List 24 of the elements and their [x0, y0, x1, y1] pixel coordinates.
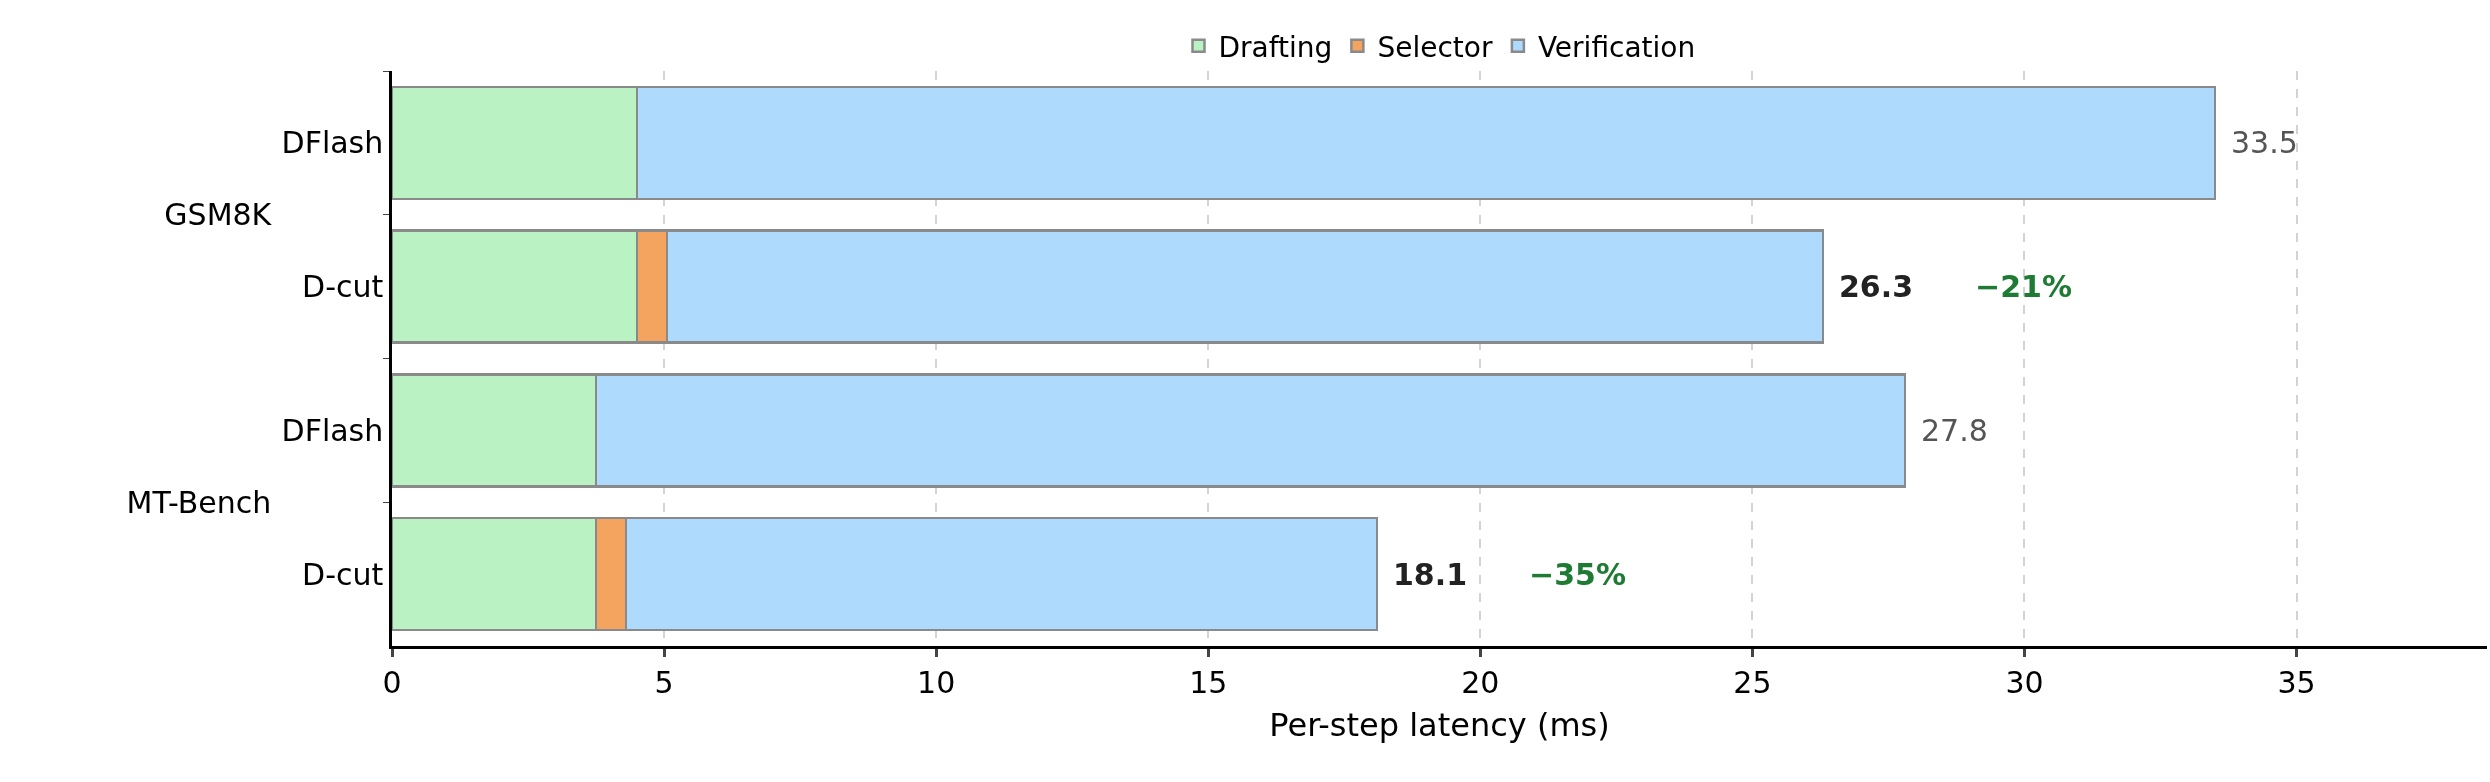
total-label: 26.3 [1839, 269, 1914, 304]
legend-label: Selector [1377, 30, 1493, 64]
x-tick-label: 35 [2277, 664, 2316, 700]
x-tick-label: 20 [1461, 664, 1500, 700]
legend-label: Drafting [1218, 30, 1333, 64]
x-tick-label: 0 [382, 664, 402, 700]
annotation: −35% [1529, 557, 1626, 592]
x-axis-title: Per-step latency (ms) [1269, 705, 1610, 744]
y-tick-label: D-cut [302, 556, 384, 592]
legend-label: Verification [1537, 30, 1696, 64]
x-tick-label: 30 [2005, 664, 2044, 700]
total-label: 27.8 [1921, 413, 1988, 448]
annotation: −21% [1975, 269, 2072, 304]
total-label: 33.5 [2231, 125, 2298, 160]
x-tick-label: 25 [1733, 664, 1772, 700]
x-tick-label: 5 [654, 664, 674, 700]
total-label: 18.1 [1393, 557, 1468, 592]
y-tick-label: DFlash [281, 125, 384, 161]
y-tick-label: D-cut [302, 269, 384, 305]
y-tick-label: DFlash [281, 412, 384, 448]
text: GSM8K [164, 197, 273, 233]
x-tick-label: 15 [1189, 664, 1228, 700]
text: MT-Bench [126, 484, 272, 520]
x-tick-label: 10 [917, 664, 956, 700]
